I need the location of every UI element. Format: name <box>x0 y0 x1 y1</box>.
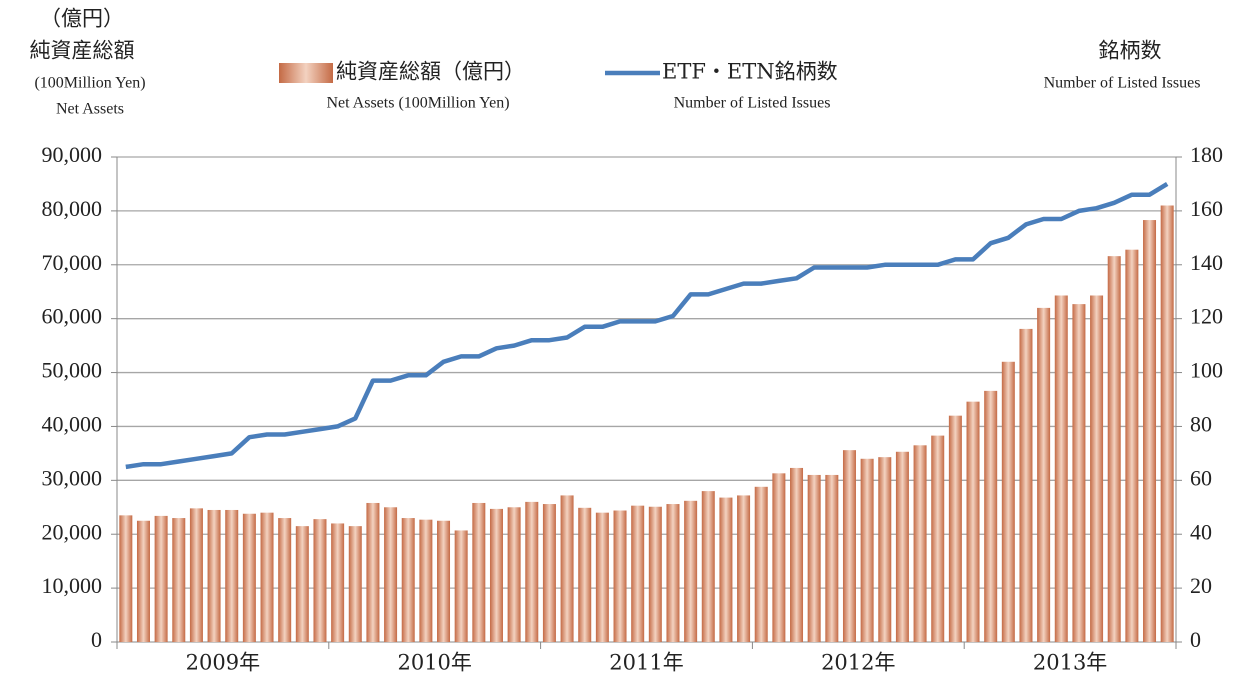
legend-sublabel: Net Assets (100Million Yen) <box>326 95 509 112</box>
bar <box>860 458 874 642</box>
bar <box>895 451 909 642</box>
bar <box>631 505 645 642</box>
left-axis-title: （億円） <box>40 7 124 31</box>
legend-swatch <box>279 63 333 83</box>
bar <box>1090 295 1104 642</box>
bar <box>472 502 486 642</box>
right-axis-title: Number of Listed Issues <box>1044 75 1201 92</box>
bar <box>525 501 539 642</box>
y-tick-label: 60,000 <box>42 304 103 329</box>
legend-label: 純資産総額（億円） <box>336 60 525 84</box>
y2-tick-label: 20 <box>1190 573 1212 598</box>
y2-tick-label: 100 <box>1190 358 1223 383</box>
bar <box>701 491 715 642</box>
bar <box>754 486 768 642</box>
bar <box>507 507 521 642</box>
y-tick-label: 20,000 <box>42 519 103 544</box>
y2-tick-label: 60 <box>1190 465 1212 490</box>
bar <box>648 506 662 642</box>
legend-sublabel: Number of Listed Issues <box>674 95 831 112</box>
bar <box>1143 220 1157 643</box>
bar <box>1001 361 1015 642</box>
bar <box>807 474 821 642</box>
bar <box>454 530 468 642</box>
y-tick-label: 80,000 <box>42 196 103 221</box>
bar <box>401 518 415 642</box>
bar <box>437 520 451 642</box>
bar <box>278 518 292 642</box>
bar <box>242 513 256 642</box>
bar <box>1160 205 1174 642</box>
line <box>125 181 1169 470</box>
x-tick-label: 2013年 <box>1033 651 1107 675</box>
bar <box>331 523 345 642</box>
bar <box>966 401 980 642</box>
bar <box>825 474 839 642</box>
y2-tick-label: 140 <box>1190 250 1223 275</box>
bar <box>1054 295 1068 642</box>
bar <box>984 390 998 642</box>
bar <box>489 508 503 642</box>
bar <box>189 508 203 642</box>
bar <box>613 510 627 642</box>
bar <box>207 509 221 642</box>
left-axis-title: (100Million Yen) <box>34 75 145 92</box>
bar <box>384 507 398 642</box>
x-tick-label: 2012年 <box>821 651 895 675</box>
bar <box>666 504 680 642</box>
bar <box>578 507 592 642</box>
y-tick-label: 10,000 <box>42 573 103 598</box>
bar <box>842 450 856 642</box>
bar <box>348 526 362 642</box>
bar <box>790 467 804 642</box>
y-tick-label: 70,000 <box>42 250 103 275</box>
bar <box>225 509 239 642</box>
y-tick-label: 90,000 <box>42 142 103 167</box>
x-tick-label: 2011年 <box>609 651 683 675</box>
bar <box>1037 307 1051 642</box>
x-tick-label: 2010年 <box>397 651 471 675</box>
bar <box>295 526 309 642</box>
bar <box>560 495 574 642</box>
bar <box>684 500 698 642</box>
y2-tick-label: 180 <box>1190 142 1223 167</box>
x-tick-label: 2009年 <box>186 651 260 675</box>
bar <box>1072 304 1086 642</box>
y-tick-label: 30,000 <box>42 465 103 490</box>
bar <box>154 515 168 642</box>
left-axis-title: 純資産総額 <box>30 39 135 63</box>
bar <box>931 435 945 642</box>
bar <box>595 512 609 642</box>
bar <box>119 515 133 642</box>
bar <box>260 512 274 642</box>
bar <box>419 519 433 642</box>
right-axis-title: 銘柄数 <box>1099 39 1162 63</box>
y2-tick-label: 160 <box>1190 196 1223 221</box>
bar <box>313 519 327 642</box>
y-tick-label: 40,000 <box>42 411 103 436</box>
bar <box>772 473 786 642</box>
y2-tick-label: 0 <box>1190 627 1201 652</box>
y2-tick-label: 40 <box>1190 519 1212 544</box>
y-tick-label: 0 <box>91 627 102 652</box>
left-axis-title: Net Assets <box>56 101 124 118</box>
bar <box>542 504 556 642</box>
bar <box>172 518 186 642</box>
bar <box>878 457 892 642</box>
bar <box>913 445 927 642</box>
legend-label: ETF・ETN銘柄数 <box>662 60 838 84</box>
y2-tick-label: 120 <box>1190 304 1223 329</box>
bar <box>719 497 733 642</box>
bar <box>1019 328 1033 642</box>
y2-tick-label: 80 <box>1190 411 1212 436</box>
y-tick-label: 50,000 <box>42 358 103 383</box>
bar <box>948 415 962 642</box>
bar <box>366 502 380 642</box>
bar <box>1107 256 1121 642</box>
bar <box>1125 249 1139 642</box>
bar <box>737 495 751 642</box>
bar <box>136 520 150 642</box>
